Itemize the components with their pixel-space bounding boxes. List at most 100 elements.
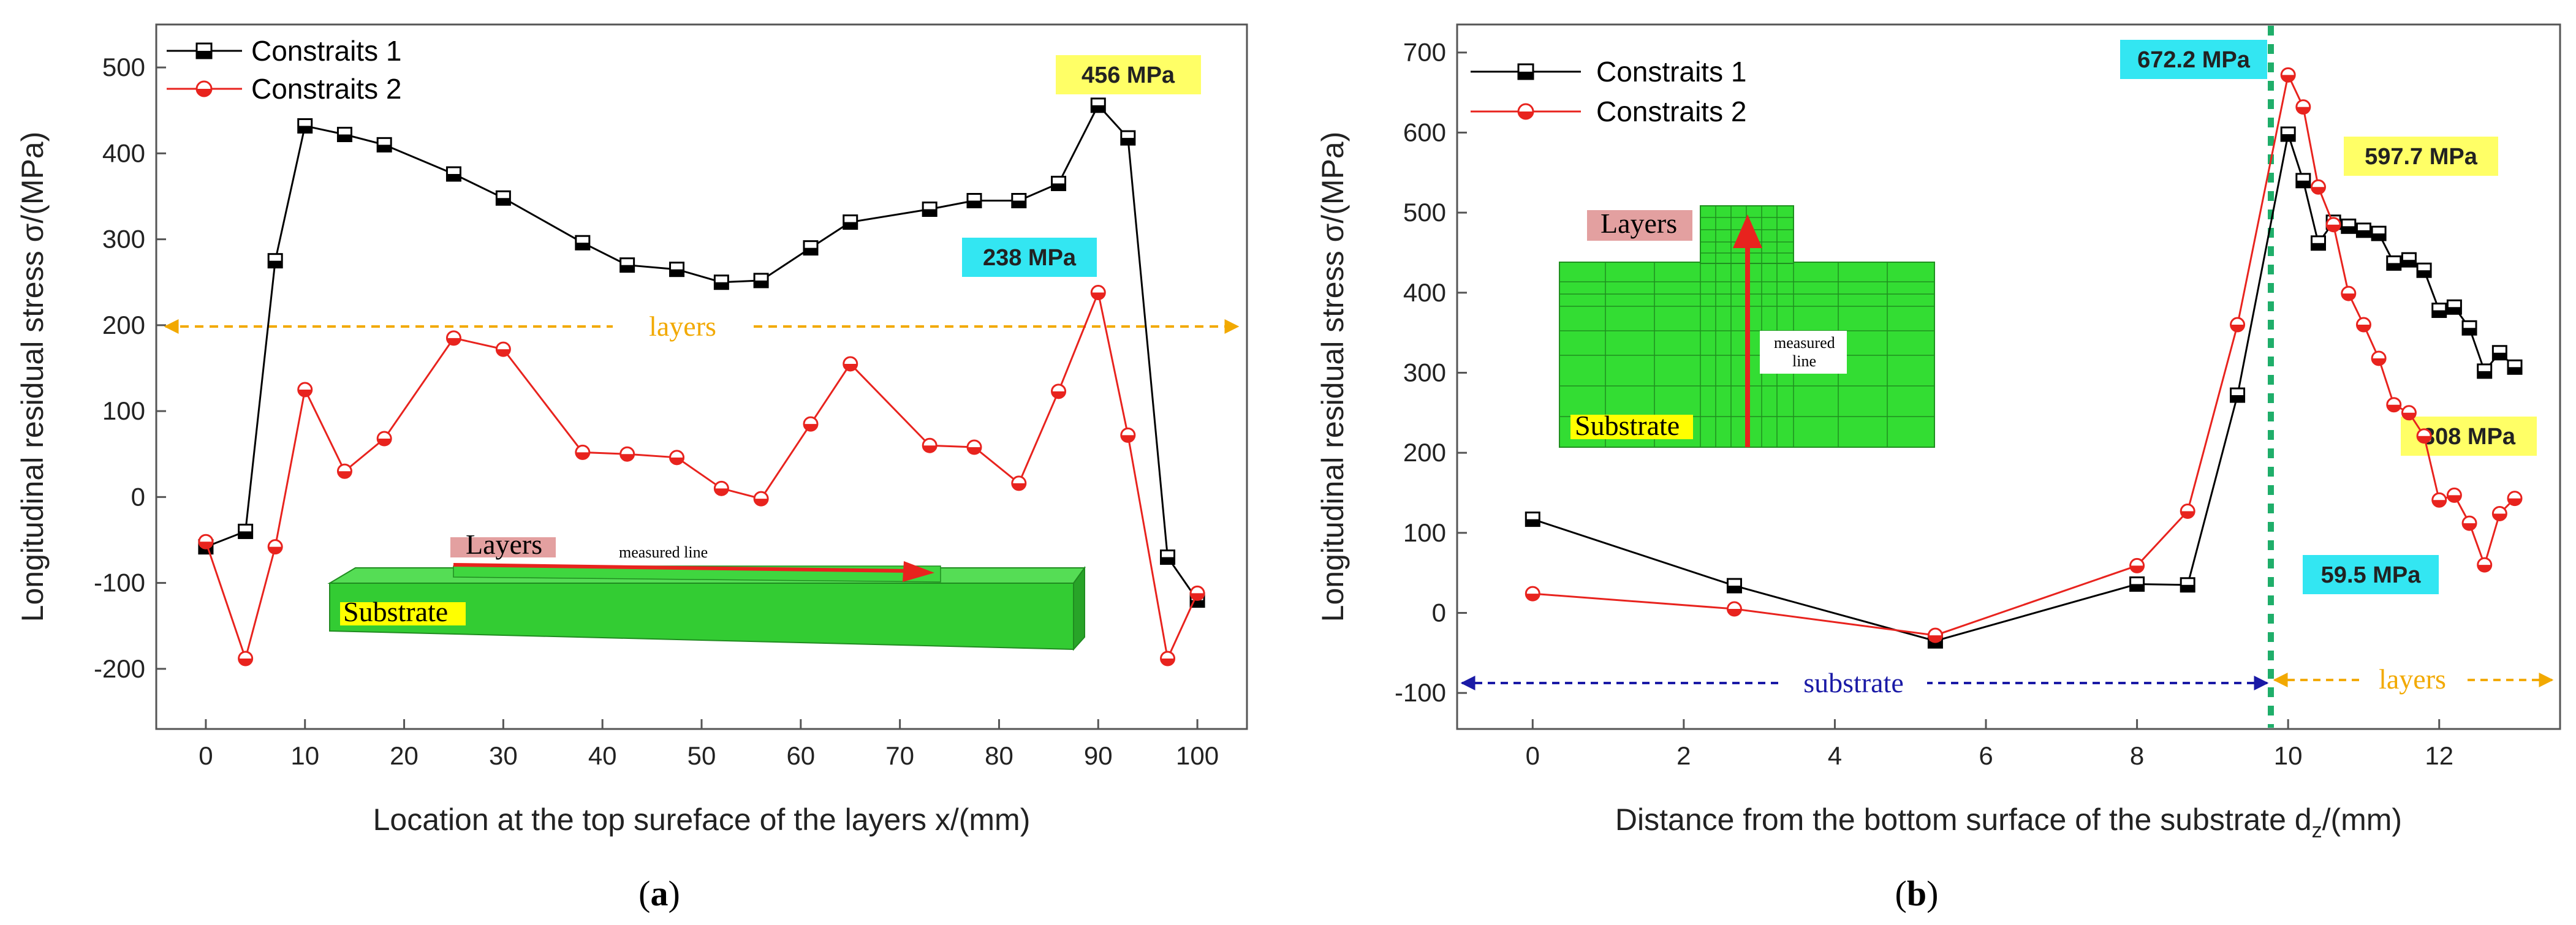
chart-b-xtick-label: 4: [1828, 741, 1842, 770]
chart-b-layers-label: layers: [2379, 663, 2446, 695]
chart-a-series-2-point: [495, 341, 511, 357]
chart-a-xtick-label: 10: [290, 741, 319, 770]
chart-a-inset-measured: measured line: [619, 543, 708, 561]
chart-a-series-1-point: [803, 240, 819, 256]
chart-b-series-2-point: [2129, 557, 2145, 573]
chart-a-xlabel: Location at the top sureface of the laye…: [373, 802, 1031, 837]
chart-b-series-2-point: [2230, 317, 2246, 333]
chart-b-series-2-point: [1525, 586, 1540, 602]
chart-b-series-2-point: [2371, 350, 2387, 366]
chart-b-series-2-point: [2446, 487, 2462, 503]
callout-456-text: 456 MPa: [1082, 62, 1175, 88]
chart-a-series-2-point: [238, 651, 254, 666]
callout-238: [962, 238, 1097, 277]
callout-238-text: 238 MPa: [983, 245, 1077, 271]
chart-b-xtick-label: 0: [1526, 741, 1540, 770]
chart-a-series-2-point: [1189, 585, 1205, 601]
chart-b-ytick-label: 100: [1403, 518, 1446, 547]
chart-a-series-1-point: [1090, 97, 1106, 113]
chart-a-series-1-point: [922, 202, 938, 217]
chart-a-ytick-label: 0: [131, 482, 145, 511]
chart-a-ticks: 0 10 20 30 40 50 60 70 80 90 100 -200 -100 0 100 200 300…: [94, 53, 1219, 770]
chart-b-series-2-point: [2280, 67, 2296, 83]
chart-b-series-2-point: [2180, 504, 2195, 519]
chart-b-series-2-point: [2341, 285, 2357, 301]
legend-b-item-1: Constraits 1: [1596, 56, 1746, 88]
chart-a-layers-bg: [613, 311, 752, 342]
callout-672: [2120, 40, 2267, 79]
callout-59: [2303, 555, 2439, 594]
chart-a-series-2-point: [713, 480, 729, 496]
chart-b-series-1-point: [2461, 320, 2477, 336]
callout-672-text: 672.2 MPa: [2137, 47, 2251, 73]
chart-b-series-2-point: [1726, 601, 1742, 617]
chart-b-series: [1525, 67, 2523, 649]
callout-597: [2344, 137, 2498, 176]
chart-a-xtick-label: 50: [688, 741, 716, 770]
chart-b-substrate-bg: [1780, 666, 1927, 701]
chart-a-inset-substrate: Substrate: [343, 596, 448, 627]
chart-b-series-1-point: [2310, 235, 2326, 251]
chart-a-series-2-point: [376, 431, 392, 447]
chart-b-series-1-point: [2355, 222, 2371, 238]
chart-b-substrate-label: substrate: [1803, 667, 1904, 698]
chart-b-series-1-point: [2129, 576, 2145, 592]
chart-a-series-2-point: [1011, 475, 1027, 491]
chart-b-inset-substrate: Substrate: [1575, 410, 1680, 441]
chart-a-series-1-point: [376, 137, 392, 153]
subfigure-a-label: (a): [638, 874, 680, 913]
chart-b-series-2-point: [1927, 627, 1943, 643]
chart-a-series-2-point: [922, 437, 938, 453]
chart-a-series-2-point: [198, 534, 214, 549]
callout-59-text: 59.5 MPa: [2321, 562, 2422, 588]
chart-a-xtick-label: 20: [390, 741, 419, 770]
chart-b-series-2-point: [2507, 491, 2523, 507]
chart-a-series-1-point: [1011, 193, 1027, 208]
chart-b-series-2-point: [2461, 515, 2477, 531]
chart-a-xtick-label: 90: [1084, 741, 1113, 770]
chart-a-series-2-point: [1120, 427, 1136, 443]
chart-b-xtick-label: 8: [2130, 741, 2144, 770]
chart-a-series-1-point: [495, 190, 511, 206]
chart-b-series-1-point: [2180, 577, 2195, 593]
chart-b-series-2-point: [2477, 557, 2493, 573]
chart-b-series-1-point: [2477, 363, 2493, 379]
chart-b-inset-measured: measured: [1774, 334, 1835, 352]
chart-b-series-2-point: [2295, 99, 2311, 115]
chart-a-layers-label: layers: [649, 311, 716, 342]
chart-b-series-1-point: [1525, 512, 1540, 527]
chart-b-series-2-point: [2355, 317, 2371, 333]
chart-a-series: [198, 97, 1205, 666]
chart-a-inset-beam: Layers measured line Substrate: [327, 529, 1086, 651]
chart-a-ytick-label: 400: [102, 138, 145, 167]
chart-a-series-2-point: [753, 491, 769, 507]
chart-a-ytick-label: -100: [94, 568, 145, 597]
chart-b-ticks: 0 2 4 6 8 10 12 -100 0 100 200 300 400 500 600 700: [1395, 38, 2453, 770]
chart-a-xtick-label: 40: [588, 741, 617, 770]
chart-a-series-1-point: [575, 235, 591, 251]
chart-b-xtick-label: 2: [1676, 741, 1691, 770]
chart-a-ytick-label: 300: [102, 225, 145, 254]
chart-b-xtick-label: 12: [2425, 741, 2453, 770]
chart-a-series-2-point: [336, 463, 352, 479]
chart-a-xtick-label: 70: [885, 741, 914, 770]
callout-597-text: 597.7 MPa: [2365, 144, 2478, 170]
chart-b-series-1-point: [2371, 225, 2387, 241]
chart-b-ytick-label: 500: [1403, 198, 1446, 227]
chart-a-series-2-point: [619, 446, 635, 462]
chart-a-xtick-label: 80: [985, 741, 1013, 770]
chart-b-ytick-label: 600: [1403, 118, 1446, 146]
chart-a-ytick-label: 200: [102, 311, 145, 339]
callout-308-text: 308 MPa: [2422, 424, 2516, 450]
chart-a-xtick-label: 0: [199, 741, 213, 770]
chart-b-series-2-point: [2401, 405, 2417, 421]
chart-b-series-line-2: [1532, 72, 2516, 636]
chart-b-layers-bg: [2362, 664, 2463, 697]
chart-a-inset-layers: Layers: [466, 529, 542, 560]
chart-a-series-2-point: [445, 330, 461, 346]
chart-b-series-2-point: [2431, 492, 2447, 508]
chart-a-series-1-point: [843, 214, 858, 230]
chart-a-series-1-point: [1120, 130, 1136, 146]
chart-b-series-2-point: [2416, 428, 2432, 444]
chart-a-ytick-label: -200: [94, 654, 145, 683]
